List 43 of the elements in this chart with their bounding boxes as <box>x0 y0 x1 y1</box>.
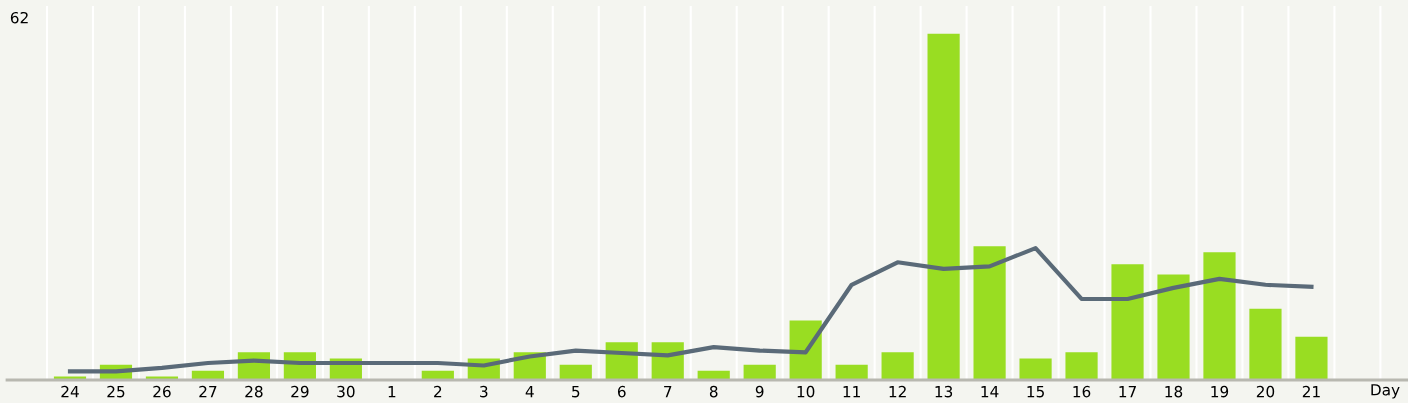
x-tick-label: 26 <box>153 385 171 398</box>
bar <box>1111 264 1144 380</box>
bar <box>881 352 914 380</box>
bar <box>927 33 960 380</box>
x-tick-label: 30 <box>337 385 355 398</box>
bar <box>1295 336 1328 380</box>
x-tick-label: 6 <box>617 385 626 398</box>
x-tick-label: 25 <box>107 385 125 398</box>
x-tick-label: 14 <box>981 386 999 398</box>
x-tick-label: 28 <box>245 385 263 398</box>
x-tick-label: 4 <box>525 386 534 398</box>
x-tick-label: 29 <box>291 385 309 398</box>
bar <box>559 364 592 380</box>
bar <box>1065 352 1098 380</box>
bar <box>1157 274 1190 380</box>
x-tick-label: 5 <box>572 386 580 398</box>
x-tick-label: 1 <box>388 386 396 398</box>
x-tick-label: 16 <box>1073 385 1091 398</box>
x-tick-label: 3 <box>480 385 488 398</box>
x-tick-label: 17 <box>1119 386 1136 398</box>
x-tick-label: 24 <box>61 385 79 398</box>
bar <box>1249 308 1282 380</box>
bar <box>743 364 776 380</box>
bar <box>1019 358 1052 380</box>
x-tick-label: 11 <box>843 386 860 398</box>
x-tick-label: 15 <box>1027 386 1044 398</box>
x-axis-title: Day <box>1371 384 1400 399</box>
bar <box>1203 252 1236 380</box>
x-tick-label: 7 <box>664 386 672 398</box>
text: 62 <box>10 11 28 24</box>
x-tick-label: 10 <box>797 385 815 398</box>
x-tick-label: 13 <box>935 385 953 398</box>
x-tick-label: 12 <box>889 385 906 398</box>
x-tick-label: 19 <box>1211 385 1229 398</box>
bar <box>973 246 1006 380</box>
x-tick-label: 20 <box>1256 385 1275 398</box>
x-tick-label: 2 <box>434 385 442 398</box>
bar <box>835 364 868 380</box>
x-tick-label: 9 <box>755 385 764 398</box>
x-tick-label: 8 <box>709 385 718 398</box>
x-tick-label: 21 <box>1302 385 1320 398</box>
x-tick-label: 18 <box>1165 385 1183 398</box>
x-tick-label: 27 <box>199 385 217 398</box>
